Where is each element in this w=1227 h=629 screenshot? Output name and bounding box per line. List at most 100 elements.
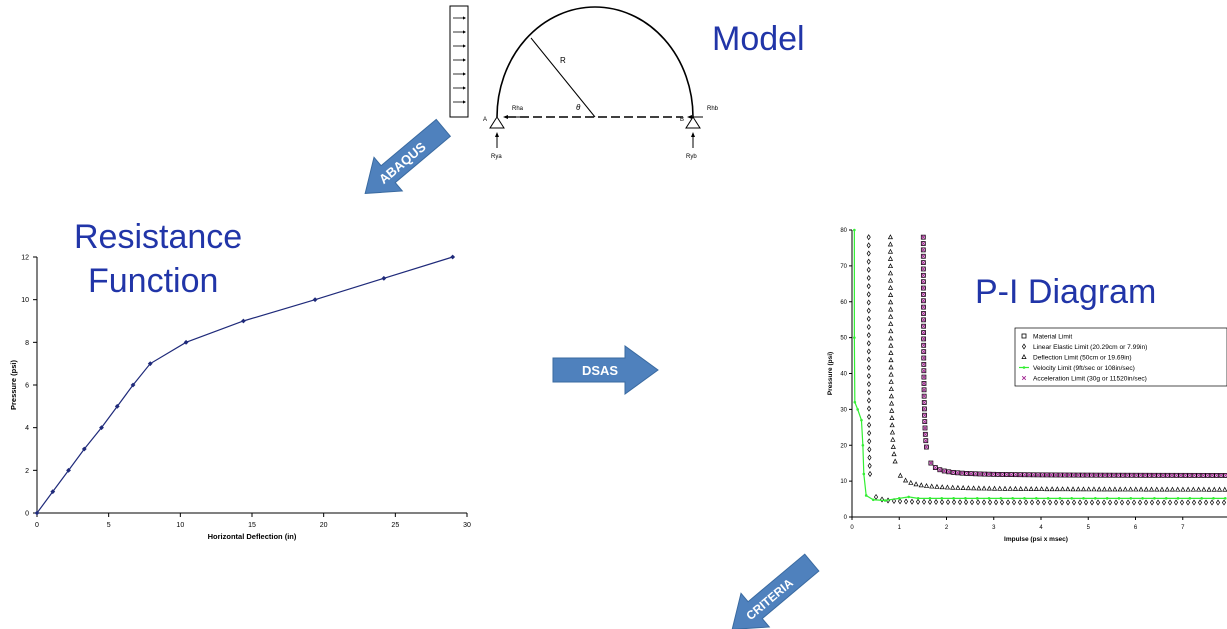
marker-diamond [1059,499,1065,506]
marker-triangle [888,299,894,305]
marker-triangle [1039,486,1045,492]
marker-triangle [1112,486,1118,492]
marker-star [1070,497,1074,500]
data-point [450,254,456,260]
marker-x [921,355,926,361]
data-point [183,339,189,345]
marker-triangle [887,263,894,269]
legend-entry: Velocity Limit (9ft/sec or 108in/sec) [1033,365,1135,372]
marker-square [973,471,978,477]
marker-triangle [1028,486,1034,491]
marker-diamond [1221,499,1227,506]
marker-diamond [866,364,871,371]
marker-square [932,465,938,470]
legend-entry: Material Limit [1033,333,1072,340]
marker-x [922,400,927,405]
marker-x [921,330,926,335]
marker-square [1147,472,1153,478]
marker-diamond [1191,499,1197,506]
marker-x [1125,473,1130,478]
marker-x [921,349,926,354]
marker-diamond [866,397,871,404]
marker-triangle [1201,486,1207,492]
marker-triangle [889,422,895,428]
marker-square [1093,472,1099,478]
marker-diamond [1149,499,1155,506]
marker-star [928,497,932,500]
marker-diamond [866,274,871,282]
pi-title: P-I Diagram [975,273,1157,311]
marker-triangle [888,364,894,370]
load-arrowhead [463,30,466,34]
marker-x [964,471,969,476]
marker-square [921,342,927,348]
marker-x [1160,473,1166,478]
marker-triangle [888,400,895,406]
marker-triangle [1185,486,1191,492]
data-point [114,403,120,409]
marker-x [921,374,927,380]
marker-square [964,471,969,476]
marker-square [1035,472,1041,478]
marker-x [922,394,927,399]
marker-square [1084,472,1090,478]
marker-x [1134,473,1139,478]
marker-x [1214,473,1219,478]
rya-label: Rya [491,154,502,160]
marker-diamond [963,499,969,506]
data-point [381,275,387,281]
dsas-label: DSAS [582,363,618,378]
marker-x [968,471,974,476]
support-a [489,116,505,129]
marker-x [1156,473,1161,478]
marker-x [1187,473,1192,478]
marker-x [1093,473,1099,478]
marker-square [921,361,927,367]
marker-diamond [1215,499,1221,506]
marker-x [1147,473,1152,478]
x-tick-label: 15 [248,522,256,529]
marker-star [1011,497,1014,500]
marker-square [1165,472,1170,478]
marker-diamond [866,348,871,355]
marker-diamond [1179,499,1185,506]
legend-entry: Acceleration Limit (30g or 11520in/sec) [1033,375,1147,382]
marker-diamond [866,250,871,257]
marker-x [921,241,926,246]
marker-square [920,266,926,272]
marker-x [933,465,938,470]
marker-square [1138,472,1144,478]
marker-diamond [1047,499,1053,506]
marker-diamond [1053,499,1059,506]
marker-square [1111,472,1117,478]
marker-diamond [866,340,871,347]
marker-x [1205,473,1210,478]
marker-triangle [1206,486,1212,492]
marker-triangle [1190,486,1196,492]
marker-square [920,253,926,259]
marker-triangle [888,306,894,312]
marker-x [1076,472,1081,478]
marker-x [1098,473,1103,478]
marker-star [1164,497,1168,500]
marker-triangle [1018,485,1024,491]
marker-square [1120,472,1126,478]
marker-star [856,408,859,411]
y-tick-label: 20 [840,443,847,449]
marker-triangle [887,234,893,240]
marker-triangle [890,443,896,449]
marker-diamond [866,372,871,380]
marker-x [1218,473,1224,478]
marker-triangle [888,349,894,355]
marker-triangle [888,371,894,377]
pi-legend: Material Limit Linear Elastic Limit (20.2… [1014,327,1227,387]
marker-square [1169,472,1175,478]
marker-x [1116,473,1121,478]
marker-x [921,292,926,297]
marker-x [922,413,927,418]
abaqus-arrow: ABAQUS [364,118,452,194]
marker-x [1000,472,1005,477]
marker-square [921,304,926,310]
marker-square [937,467,943,473]
marker-x [977,471,983,477]
